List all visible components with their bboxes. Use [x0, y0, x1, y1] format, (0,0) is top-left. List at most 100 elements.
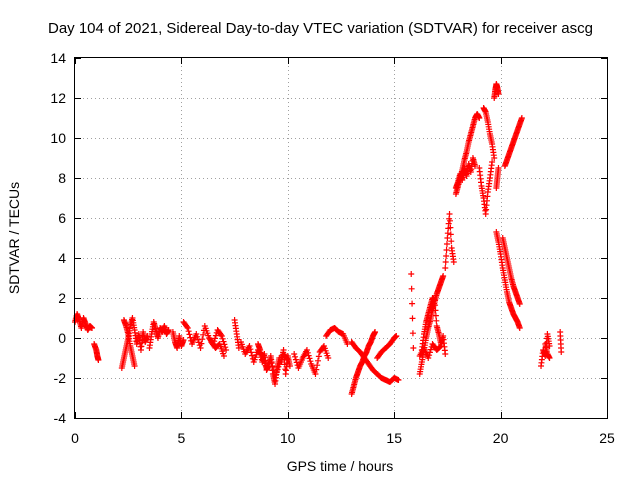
data-point — [220, 338, 227, 345]
data-point — [165, 327, 172, 333]
data-point — [432, 312, 439, 319]
chart-title: Day 104 of 2021, Sidereal Day-to-day VTE… — [48, 20, 593, 37]
grid-lines — [75, 58, 607, 418]
x-tick-label: 10 — [280, 430, 296, 446]
data-point — [198, 340, 205, 347]
data-point — [247, 346, 254, 353]
data-point — [249, 352, 256, 359]
data-point — [314, 362, 321, 369]
data-point — [197, 345, 204, 351]
data-point — [220, 353, 227, 359]
y-tick-label: 14 — [50, 50, 66, 66]
data-point — [393, 333, 400, 339]
data-point — [491, 155, 498, 161]
y-tick-label: 0 — [58, 330, 66, 346]
data-point — [448, 238, 455, 245]
y-axis-label: SDTVAR / TECUs — [6, 182, 22, 294]
x-tick-label: 5 — [178, 430, 186, 446]
data-point — [344, 341, 351, 347]
data-point — [199, 336, 206, 343]
data-point — [372, 329, 379, 335]
data-point — [212, 335, 219, 342]
data-point — [219, 335, 226, 342]
data-point — [442, 351, 449, 357]
data-point — [450, 259, 457, 265]
plot-frame — [74, 57, 608, 419]
data-point — [426, 352, 433, 359]
y-tick-label: -2 — [54, 370, 67, 386]
data-point — [144, 333, 151, 339]
y-tick-label: 2 — [58, 290, 66, 306]
y-tick-label: 4 — [58, 250, 66, 266]
data-point — [546, 355, 553, 361]
data-point — [433, 317, 440, 324]
data-point — [305, 352, 312, 359]
data-point — [185, 328, 192, 335]
x-tick-label: 25 — [599, 430, 615, 446]
data-point — [558, 349, 565, 355]
data-point — [431, 297, 438, 303]
data-point — [438, 343, 445, 349]
data-point — [286, 363, 293, 369]
y-tick-label: 8 — [58, 170, 66, 186]
data-point — [180, 337, 187, 343]
data-point — [312, 371, 319, 377]
data-point — [516, 301, 523, 307]
data-point — [95, 357, 102, 363]
data-point — [183, 323, 190, 330]
data-point — [325, 355, 332, 361]
x-tick-label: 15 — [386, 430, 402, 446]
data-point — [218, 333, 225, 339]
x-axis-label: GPS time / hours — [287, 458, 394, 474]
y-tick-label: 12 — [50, 90, 66, 106]
data-point — [426, 349, 433, 356]
data-point — [303, 347, 310, 353]
data-point — [235, 345, 242, 351]
data-point — [291, 351, 298, 357]
data-point — [409, 315, 416, 322]
data-point — [304, 349, 311, 356]
data-point — [292, 356, 299, 363]
data-point — [223, 347, 230, 353]
data-point — [495, 91, 502, 97]
data-point — [193, 331, 200, 337]
x-tick-label: 0 — [71, 430, 79, 446]
data-point — [186, 331, 193, 338]
data-point — [432, 307, 439, 314]
data-point — [442, 259, 449, 265]
data-point — [184, 325, 191, 331]
data-point — [408, 271, 415, 277]
data-point — [217, 331, 224, 338]
data-point — [315, 357, 322, 364]
data-point — [246, 343, 253, 349]
data-point — [476, 115, 483, 121]
y-tick-label: 6 — [58, 210, 66, 226]
data-point — [313, 366, 320, 373]
data-point — [194, 333, 201, 340]
data-point — [518, 115, 525, 121]
data-point — [306, 355, 313, 362]
data-point — [442, 265, 449, 271]
data-point — [440, 273, 447, 279]
data-points — [72, 81, 565, 397]
data-point — [472, 163, 479, 169]
data-point — [315, 353, 322, 360]
data-point — [489, 159, 496, 165]
data-point — [408, 285, 415, 292]
data-point — [443, 241, 450, 247]
data-point — [307, 358, 314, 365]
data-point — [437, 343, 444, 350]
data-point — [222, 344, 229, 351]
data-point — [212, 332, 219, 339]
data-point — [447, 231, 454, 238]
y-tick-label: -4 — [54, 410, 67, 426]
data-point — [443, 253, 450, 259]
data-point — [432, 302, 439, 309]
x-tick-label: 20 — [493, 430, 509, 446]
data-point — [516, 325, 523, 331]
data-point — [447, 224, 454, 231]
data-point — [395, 377, 402, 383]
data-point — [409, 300, 416, 307]
